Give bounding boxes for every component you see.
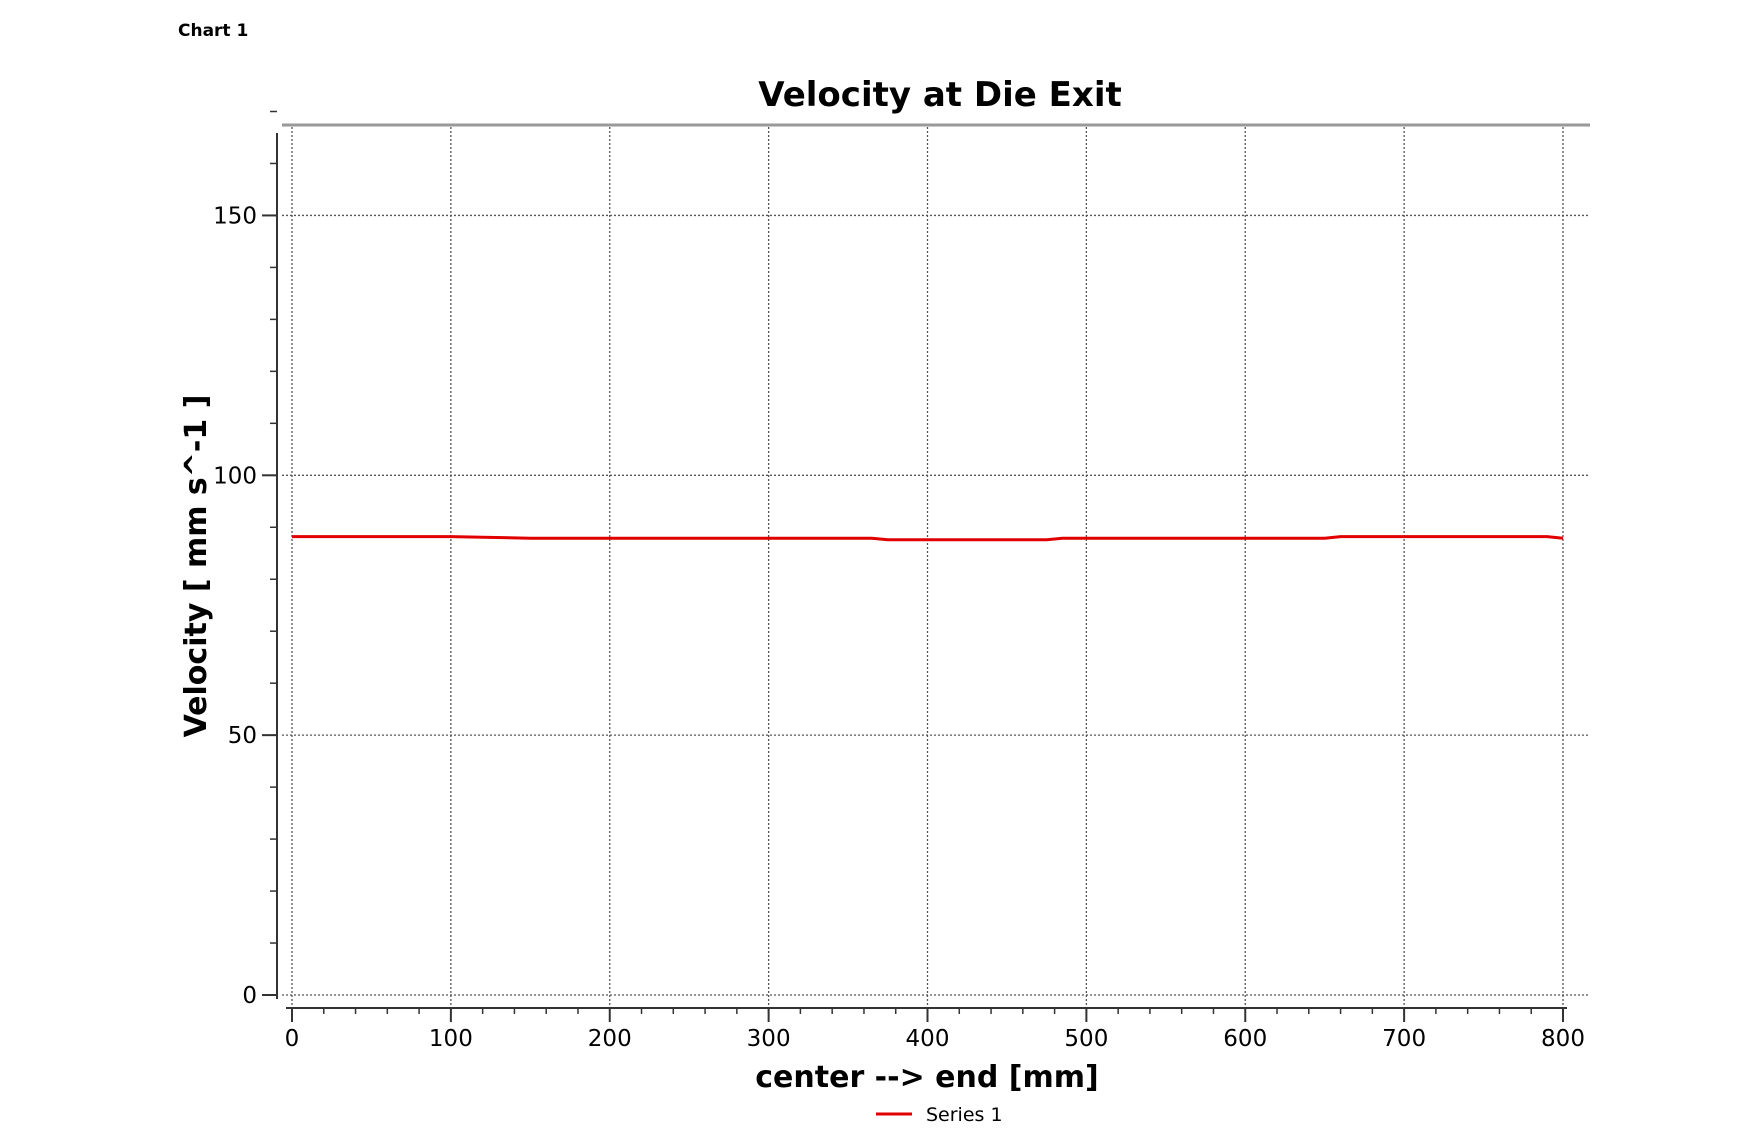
x-tick-label: 100 [429, 1026, 473, 1052]
x-tick-label: 600 [1223, 1026, 1267, 1052]
window-label: Chart 1 [178, 21, 248, 41]
legend: Series 1 [876, 1104, 1003, 1126]
x-tick-label: 800 [1541, 1026, 1585, 1052]
x-tick-label: 700 [1382, 1026, 1426, 1052]
y-axis-title: Velocity [ mm s^-1 ] [179, 395, 214, 738]
chart-title: Velocity at Die Exit [758, 75, 1121, 115]
x-axis-title: center --> end [mm] [755, 1060, 1098, 1095]
grid [282, 123, 1590, 1009]
plot-series [292, 535, 1564, 542]
y-tick-label: 100 [213, 463, 257, 489]
axes: 0 50 100 150 0 100 200 300 400 500 600 700 800 [213, 110, 1585, 1052]
y-tick-label: 50 [228, 723, 257, 749]
x-tick-label: 0 [285, 1026, 300, 1052]
y-tick-label: 0 [242, 983, 257, 1009]
x-tick-label: 500 [1064, 1026, 1108, 1052]
x-tick-label: 200 [588, 1026, 632, 1052]
x-tick-label: 300 [747, 1026, 791, 1052]
legend-label-series-1: Series 1 [926, 1104, 1003, 1126]
y-tick-label: 150 [213, 203, 257, 229]
series-line-1 [292, 535, 1564, 542]
x-tick-label: 400 [906, 1026, 950, 1052]
